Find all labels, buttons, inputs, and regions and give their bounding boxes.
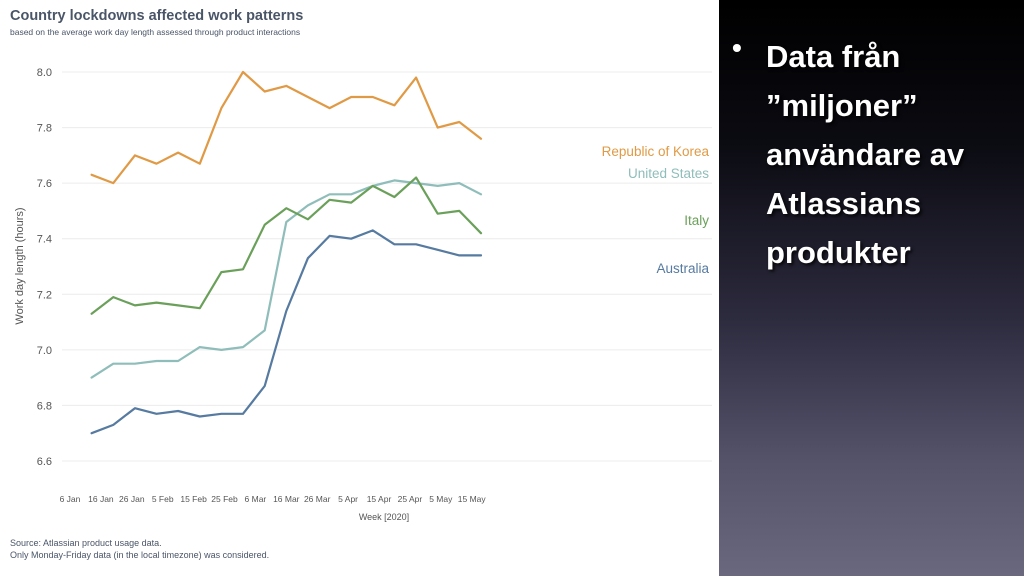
x-tick-label: 5 Feb: [152, 494, 174, 504]
y-tick-label: 7.8: [37, 123, 52, 135]
chart-title: Country lockdowns affected work patterns: [10, 8, 304, 24]
y-tick-label: 6.6: [37, 456, 52, 468]
slide-bullet-text: Data från ”miljoner” användare av Atlass…: [766, 39, 965, 270]
line-chart: 6.6 6.8 7.0 7.2 7.4 7.6 7.8 8.0 6 Jan 16 Jan 26 Ja…: [14, 67, 712, 522]
x-tick-label: 15 Feb: [180, 494, 207, 504]
x-tick-label: 15 May: [458, 494, 487, 504]
chart-panel: Country lockdowns affected work patterns…: [10, 8, 712, 560]
series-line-republic-of-korea: [90, 70, 483, 185]
source-note-timezone: Only Monday-Friday data (in the local ti…: [10, 550, 270, 560]
chart-subtitle: based on the average work day length ass…: [10, 27, 301, 37]
x-tick-label: 16 Jan: [88, 494, 114, 504]
series-label-australia: Australia: [656, 261, 709, 276]
x-tick-label: 16 Mar: [273, 494, 300, 504]
y-tick-label: 7.6: [37, 178, 52, 190]
y-tick-label: 7.2: [37, 289, 52, 301]
x-tick-label: 6 Mar: [245, 494, 267, 504]
bullet-point: •: [732, 32, 742, 63]
x-axis-label: Week [2020]: [359, 512, 409, 522]
x-tick-label: 5 Apr: [338, 494, 358, 504]
y-tick-label: 8.0: [37, 67, 52, 79]
slide-text-panel: [719, 0, 1024, 576]
x-tick-label: 26 Mar: [304, 494, 331, 504]
series-line-italy: [90, 176, 483, 315]
x-tick-label: 25 Feb: [211, 494, 238, 504]
series-line-australia: [90, 229, 483, 435]
x-tick-label: 6 Jan: [60, 494, 81, 504]
y-tick-label: 7.4: [37, 234, 52, 246]
source-note: Source: Atlassian product usage data.: [10, 538, 162, 548]
series-line-united-states: [90, 179, 483, 379]
series-label-republic-of-korea: Republic of Korea: [602, 144, 710, 159]
y-tick-label: 7.0: [37, 345, 52, 357]
series-label-italy: Italy: [684, 213, 709, 228]
x-tick-label: 25 Apr: [398, 494, 423, 504]
x-tick-label: 15 Apr: [367, 494, 392, 504]
y-axis-label: Work day length (hours): [14, 207, 26, 324]
series-label-united-states: United States: [628, 166, 709, 181]
y-tick-label: 6.8: [37, 400, 52, 412]
x-tick-label: 5 May: [429, 494, 453, 504]
x-tick-label: 26 Jan: [119, 494, 145, 504]
